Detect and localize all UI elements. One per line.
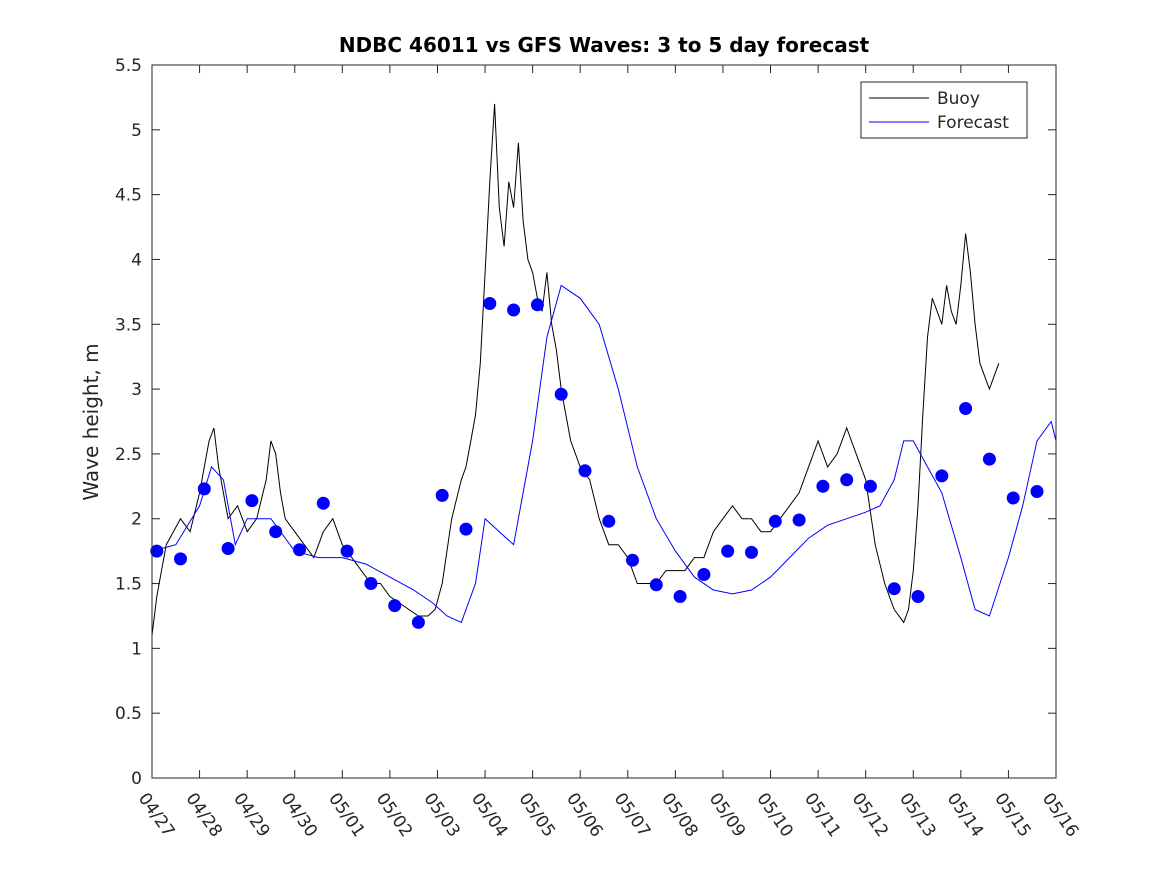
forecast-point (483, 297, 497, 310)
forecast-point (673, 590, 687, 603)
y-tick-label: 3.5 (115, 315, 142, 335)
forecast-point (197, 482, 211, 496)
forecast-series-layer (151, 284, 1057, 624)
y-tick-label: 5.5 (115, 56, 142, 76)
buoy-series-line (151, 103, 1000, 636)
forecast-point (602, 514, 616, 528)
forecast-point (221, 542, 235, 555)
forecast-point (316, 496, 330, 510)
buoy-series-layer (151, 103, 1000, 636)
forecast-point (150, 544, 164, 558)
forecast-point (578, 464, 592, 478)
forecast-point (721, 544, 735, 558)
legend: Buoy Forecast (860, 81, 1028, 139)
forecast-marker-layer (150, 297, 1044, 629)
forecast-point (840, 473, 854, 487)
axes-background (152, 65, 1056, 778)
y-tick-label: 2.5 (115, 445, 142, 465)
forecast-point (887, 582, 901, 596)
chart-title: NDBC 46011 vs GFS Waves: 3 to 5 day fore… (339, 33, 870, 57)
plot-area: 00.511.522.533.544.555.5 04/27 04/28 04/29… (115, 56, 1082, 841)
forecast-point (1006, 491, 1020, 505)
forecast-point (982, 452, 996, 466)
legend-forecast-label: Forecast (937, 113, 1009, 133)
forecast-point (1030, 485, 1044, 498)
forecast-point (507, 303, 521, 317)
y-tick-label: 2 (131, 510, 142, 530)
forecast-series-line (151, 284, 1057, 624)
y-axis-ticks: 0 0.5 1 1.5 2 2.5 3 3.5 4 4.5 5 5.5 (115, 56, 1056, 789)
forecast-point (745, 545, 758, 559)
y-tick-label: 3 (131, 380, 142, 400)
forecast-point (649, 578, 663, 592)
forecast-point (554, 387, 568, 401)
forecast-point (459, 522, 473, 536)
forecast-point (530, 298, 544, 312)
forecast-point (435, 488, 449, 502)
forecast-point (935, 469, 949, 483)
forecast-point (626, 553, 639, 567)
y-axis-label: Wave height, m (79, 343, 103, 500)
y-tick-label: 1 (131, 639, 142, 659)
forecast-point (411, 615, 425, 629)
y-tick-label: 4 (131, 250, 142, 270)
forecast-point (959, 402, 973, 415)
forecast-point (269, 525, 283, 539)
y-tick-label: 0 (131, 769, 142, 789)
forecast-point (364, 577, 378, 590)
forecast-point (792, 513, 806, 527)
legend-buoy-label: Buoy (937, 89, 980, 109)
forecast-point (816, 479, 830, 493)
y-tick-label: 0.5 (115, 704, 142, 724)
y-tick-label: 4.5 (115, 186, 142, 206)
axes-box (151, 64, 1057, 779)
forecast-point (863, 479, 877, 493)
forecast-point (388, 599, 402, 613)
forecast-point (768, 514, 782, 528)
forecast-point (174, 552, 187, 566)
y-tick-label: 1.5 (115, 575, 142, 595)
forecast-point (293, 543, 306, 557)
forecast-point (911, 590, 925, 603)
forecast-point (245, 494, 259, 508)
forecast-point (340, 544, 354, 558)
forecast-point (697, 568, 711, 581)
legend-box (860, 81, 1028, 139)
y-tick-label: 5 (131, 121, 142, 141)
